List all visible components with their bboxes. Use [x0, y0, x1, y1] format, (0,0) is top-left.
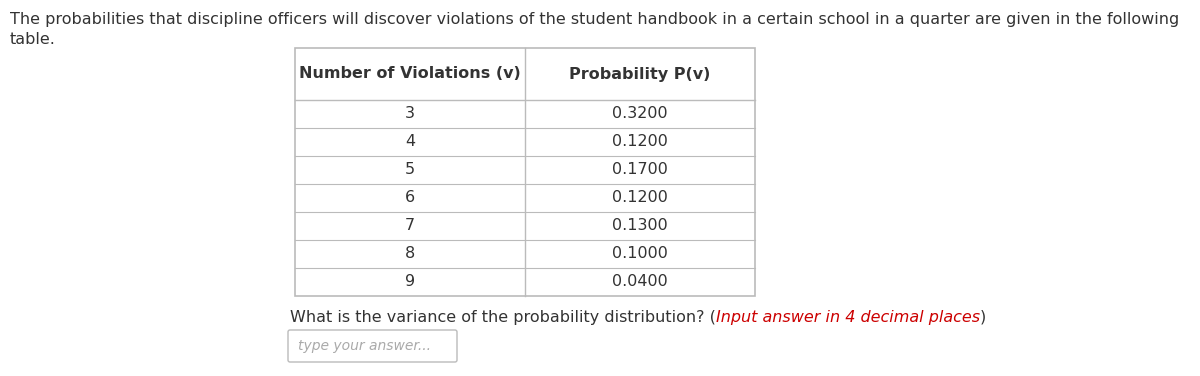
Text: 0.3200: 0.3200 [612, 106, 668, 121]
Text: 5: 5 [404, 162, 415, 177]
Text: Number of Violations (v): Number of Violations (v) [299, 67, 521, 82]
Text: Probability P(v): Probability P(v) [569, 67, 710, 82]
Bar [295, 48, 755, 296]
Text: 8: 8 [404, 247, 415, 261]
Text: 0.1000: 0.1000 [612, 247, 668, 261]
Text: 6: 6 [404, 191, 415, 206]
Text: 0.0400: 0.0400 [612, 274, 668, 290]
Text: 4: 4 [404, 135, 415, 150]
Text: 0.1200: 0.1200 [612, 135, 668, 150]
Text: Input answer in 4 decimal places: Input answer in 4 decimal places [716, 310, 980, 325]
Text: 0.1300: 0.1300 [612, 218, 668, 233]
Text: 3: 3 [406, 106, 415, 121]
Text: ): ) [980, 310, 986, 325]
Text: type your answer...: type your answer... [298, 339, 431, 353]
Text: 0.1200: 0.1200 [612, 191, 668, 206]
FancyBboxPatch shape [288, 330, 457, 362]
Text: The probabilities that discipline officers will discover violations of the stude: The probabilities that discipline office… [10, 12, 1180, 27]
Text: 7: 7 [404, 218, 415, 233]
Text: 9: 9 [404, 274, 415, 290]
Text: table.: table. [10, 32, 56, 47]
Text: 0.1700: 0.1700 [612, 162, 668, 177]
Text: What is the variance of the probability distribution? (: What is the variance of the probability … [290, 310, 716, 325]
